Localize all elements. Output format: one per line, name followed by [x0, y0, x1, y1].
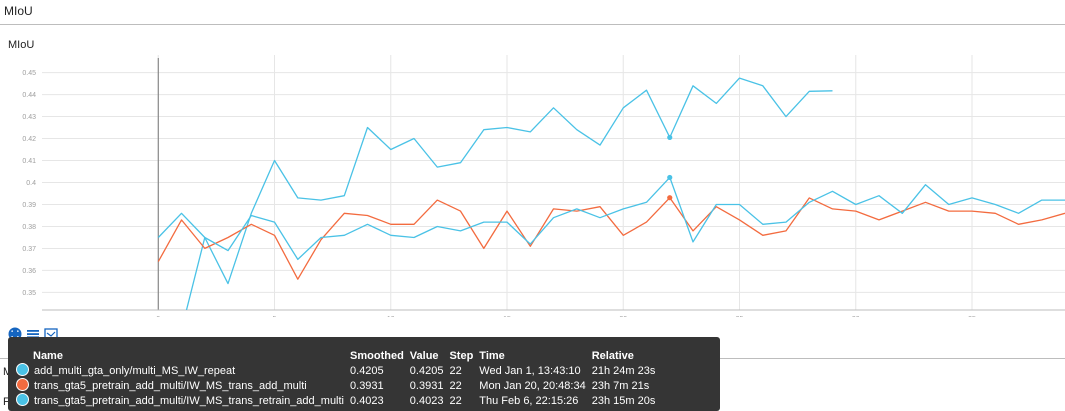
x-tick-label: 20: [619, 316, 627, 317]
section-header[interactable]: MIoU: [0, 0, 1065, 25]
tooltip-smoothed: 0.3931: [350, 379, 384, 392]
x-tick-label: 0: [156, 316, 160, 317]
tooltip-time: Thu Feb 6, 22:15:26: [479, 394, 579, 407]
x-tick-label: 35: [968, 316, 976, 317]
chart-tooltip: Name Smoothed Value Step Time Relative a…: [8, 337, 720, 411]
series-color-swatch: [16, 378, 29, 391]
y-tick-label: 0.35: [22, 290, 36, 297]
x-tick-label: 5: [273, 316, 277, 317]
tooltip-row: trans_gta5_pretrain_add_multi/IW_MS_tran…: [16, 378, 661, 393]
tooltip-run-name: add_multi_gta_only/multi_MS_IW_repeat: [34, 365, 236, 377]
y-tick-label: 0.41: [22, 158, 36, 165]
series-point-highlight: [667, 174, 673, 181]
miou-line-chart[interactable]: 0.35 0.36 0.37 0.38 0.39 0.4 0.41 0.42 0.43 0.44 0…: [0, 55, 1065, 317]
tooltip-value: 0.4023: [409, 394, 444, 407]
tooltip-run-name: trans_gta5_pretrain_add_multi/IW_MS_tran…: [34, 380, 307, 392]
tooltip-table: Name Smoothed Value Step Time Relative a…: [16, 349, 661, 408]
tooltip-value: 0.4205: [409, 364, 444, 377]
series-color-swatch: [16, 363, 29, 376]
tooltip-smoothed: 0.4023: [350, 394, 384, 407]
tooltip-relative: 21h 24m 23s: [591, 364, 656, 377]
tooltip-header-name: Name: [33, 350, 63, 362]
tooltip-time: Wed Jan 1, 13:43:10: [479, 364, 581, 377]
tooltip-value: 0.3931: [409, 379, 444, 392]
x-tick-label: 25: [736, 316, 744, 317]
tooltip-run-name: trans_gta5_pretrain_add_multi/IW_MS_tran…: [34, 395, 345, 407]
section-title: MIoU: [4, 4, 33, 18]
tooltip-header-value: Value: [409, 350, 439, 362]
series-point-highlight: [667, 195, 673, 201]
tooltip-header-relative: Relative: [591, 350, 634, 362]
tooltip-step: 22: [449, 364, 462, 377]
next-section-label: F: [3, 396, 10, 408]
x-tick-label: 10: [387, 316, 395, 317]
x-tick-label: 15: [503, 316, 511, 317]
series-group: [157, 77, 1065, 310]
tooltip-step: 22: [449, 394, 462, 407]
tooltip-relative: 23h 7m 21s: [591, 379, 650, 392]
tooltip-row: trans_gta5_pretrain_add_multi/IW_MS_tran…: [16, 393, 661, 408]
y-tick-label: 0.44: [22, 92, 36, 99]
x-tick-label: 30: [852, 316, 860, 317]
y-tick-label: 0.45: [22, 70, 36, 77]
next-section-title: M: [3, 366, 12, 378]
series-line-3: [157, 176, 1065, 261]
y-tick-label: 0.4: [26, 180, 36, 187]
series-line-2: [157, 197, 1065, 280]
y-tick-label: 0.42: [22, 136, 36, 143]
y-tick-label: 0.39: [22, 202, 36, 209]
tooltip-header-time: Time: [479, 350, 505, 362]
tooltip-relative: 23h 15m 20s: [591, 394, 656, 407]
chart-card-title: MIoU: [8, 39, 35, 51]
tooltip-smoothed: 0.4205: [350, 364, 384, 377]
y-tick-label: 0.37: [22, 246, 36, 253]
tooltip-time: Mon Jan 20, 20:48:34: [479, 379, 586, 392]
tooltip-header-row: Name Smoothed Value Step Time Relative: [16, 349, 661, 363]
y-tick-label: 0.38: [22, 224, 36, 231]
y-tick-label: 0.43: [22, 114, 36, 121]
tooltip-step: 22: [449, 379, 462, 392]
tooltip-header-step: Step: [449, 350, 474, 362]
tooltip-row: add_multi_gta_only/multi_MS_IW_repeat 0.…: [16, 363, 661, 378]
tooltip-header-smoothed: Smoothed: [350, 350, 404, 362]
series-line-1: [185, 77, 833, 310]
series-point-highlight: [667, 134, 673, 141]
y-tick-label: 0.36: [22, 268, 36, 275]
series-color-swatch: [16, 393, 29, 406]
